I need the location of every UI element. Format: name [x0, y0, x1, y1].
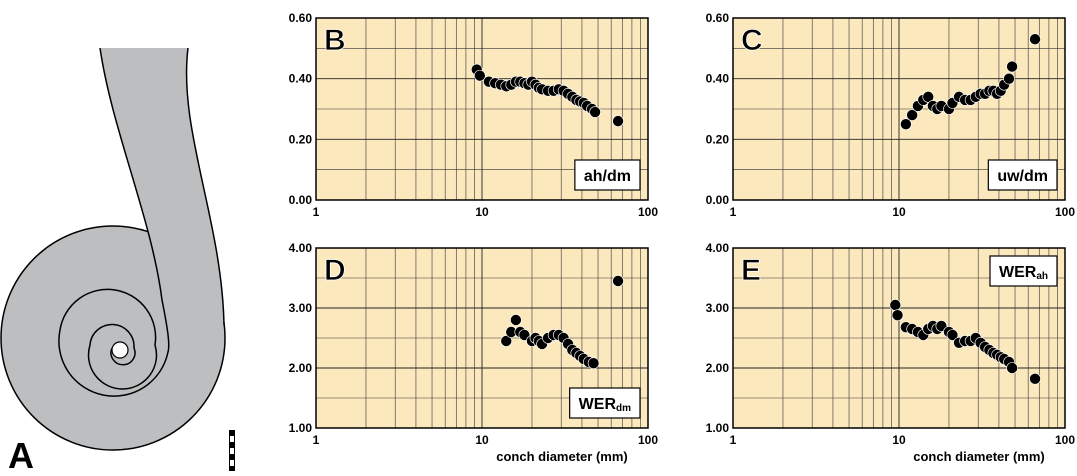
annotation-box	[569, 387, 641, 419]
plot-frame	[315, 17, 649, 201]
x-axis-label: conch diameter (mm)	[913, 449, 1044, 464]
annotation-box	[574, 159, 641, 191]
y-tick-label: 0.20	[289, 132, 313, 146]
plot-frame	[732, 17, 1066, 201]
shell-drawing: A	[0, 47, 235, 476]
x-tick-label: 1	[313, 433, 320, 447]
x-tick-label: 100	[638, 433, 658, 447]
y-tick-label: 2.00	[289, 361, 313, 375]
chart-panel: 1 10 100 1.00 2.00 3.00 4.00 D WERdm conch diamet…	[289, 241, 659, 464]
shell-umbilicus	[111, 341, 129, 359]
chart-panel: 1 10 100 0.00 0.20 0.40 0.60 Bah/dm	[289, 11, 659, 219]
data-point	[589, 106, 601, 118]
shell-body	[100, 48, 224, 325]
annotation-box	[989, 255, 1058, 287]
chart-panel: 1 10 100 0.00 0.20 0.40 0.60 Cuw/dm	[706, 11, 1076, 219]
shell-suture	[58, 288, 170, 397]
y-tick-label: 0.00	[706, 193, 730, 207]
y-tick-label: 1.00	[706, 421, 730, 435]
panel-letter: C	[741, 24, 763, 57]
y-tick-label: 3.00	[706, 301, 730, 315]
data-point	[1003, 72, 1015, 85]
data-point	[612, 115, 624, 127]
y-tick-label: 1.00	[289, 421, 313, 435]
data-point	[922, 91, 935, 103]
x-tick-label: 100	[1055, 205, 1075, 219]
x-tick-label: 1	[730, 205, 737, 219]
annotation: ah/dm	[584, 168, 631, 185]
shell-outline	[99, 47, 225, 326]
data-point	[935, 320, 948, 332]
data-point	[587, 357, 600, 370]
annotation-box	[987, 159, 1058, 191]
data-point	[510, 314, 522, 326]
data-point	[889, 299, 902, 311]
data-point	[474, 69, 486, 82]
annotation: uw/dm	[997, 168, 1048, 185]
data-point	[1029, 372, 1041, 385]
x-tick-label: 10	[475, 205, 489, 219]
x-tick-label: 10	[475, 433, 489, 447]
y-tick-label: 0.00	[289, 193, 313, 207]
scale-bar-tick	[230, 460, 234, 466]
data-point	[518, 329, 531, 341]
data-point	[612, 275, 624, 287]
panel-letter: D	[324, 254, 346, 287]
scale-bar-tick	[230, 448, 234, 454]
data-point	[900, 118, 912, 130]
y-tick-label: 0.60	[289, 11, 313, 25]
x-tick-label: 100	[638, 205, 658, 219]
data-point	[500, 335, 513, 347]
x-tick-label: 1	[313, 205, 320, 219]
scale-bar-tick	[230, 436, 234, 442]
x-tick-label: 10	[892, 205, 906, 219]
annotation-subscript: dm	[616, 403, 631, 414]
y-tick-label: 2.00	[706, 361, 730, 375]
plot-frame	[732, 247, 1066, 429]
y-tick-label: 4.00	[289, 241, 313, 255]
y-tick-label: 0.20	[706, 132, 730, 146]
annotation-text: uw/dm	[997, 168, 1048, 185]
panel-letter: E	[741, 254, 761, 287]
y-tick-label: 3.00	[289, 301, 313, 315]
data-point	[946, 329, 959, 341]
panel-label: A	[8, 435, 34, 471]
x-tick-label: 1	[730, 433, 737, 447]
x-tick-label: 100	[1055, 433, 1075, 447]
chart-panel: 1 10 100 1.00 2.00 3.00 4.00 E WERah conch diamet…	[706, 241, 1076, 464]
y-tick-label: 4.00	[706, 241, 730, 255]
annotation: WERah	[999, 264, 1048, 282]
data-point	[1029, 33, 1041, 46]
x-axis-label: conch diameter (mm)	[496, 449, 627, 464]
y-tick-label: 0.60	[706, 11, 730, 25]
annotation-text: WER	[999, 264, 1037, 281]
panel-letter: B	[324, 24, 346, 57]
plot-frame	[315, 247, 649, 429]
annotation-text: WER	[579, 396, 617, 413]
y-tick-label: 0.40	[289, 72, 313, 86]
data-point	[1006, 60, 1018, 73]
y-tick-label: 0.40	[706, 72, 730, 86]
annotation-subscript: ah	[1036, 271, 1048, 282]
annotation-text: ah/dm	[584, 168, 631, 185]
x-tick-label: 10	[892, 433, 906, 447]
annotation: WERdm	[579, 396, 631, 414]
data-point	[1006, 362, 1018, 374]
data-point	[891, 309, 904, 322]
data-point	[906, 109, 918, 121]
